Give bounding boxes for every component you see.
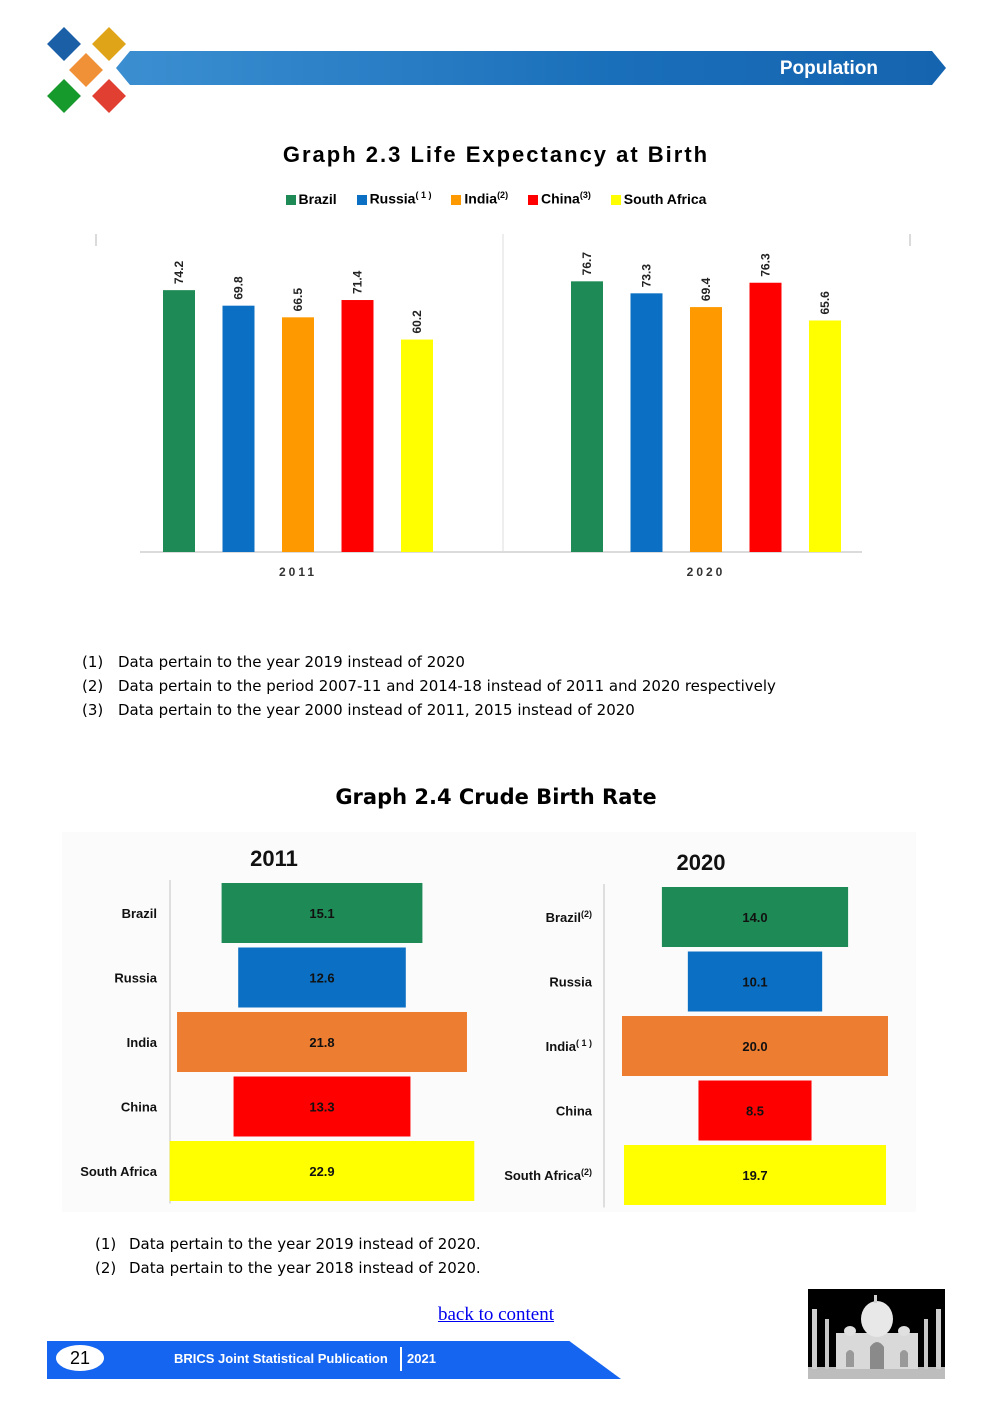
bar-india-2020 bbox=[622, 1016, 888, 1076]
bar-china-2011 bbox=[233, 1076, 411, 1137]
bar-brazil-2020 bbox=[661, 887, 849, 947]
legend-label: Russia bbox=[369, 190, 416, 207]
panel-title: 2020 bbox=[677, 850, 726, 875]
graph-2-3-title: Graph 2.3 Life Expectancy at Birth bbox=[282, 142, 710, 167]
bar-south-africa-2011 bbox=[169, 1141, 475, 1201]
graph-2-4-title: Graph 2.4 Crude Birth Rate bbox=[335, 785, 657, 809]
back-to-content-link[interactable]: back to content bbox=[437, 1304, 555, 1325]
bar-india-2020 bbox=[690, 307, 722, 552]
bar-china-2020 bbox=[749, 282, 782, 552]
bar-brazil-2011 bbox=[163, 290, 195, 552]
note-row: (1) Data pertain to the year 2019 instead… bbox=[95, 1232, 481, 1256]
category-label: China bbox=[556, 1104, 593, 1119]
footer-publication: BRICS Joint Statistical Publication bbox=[174, 1351, 388, 1366]
bar-brazil-2011 bbox=[221, 883, 423, 943]
data-label: 12.6 bbox=[309, 971, 334, 986]
header-bar bbox=[116, 51, 946, 85]
graph-2-3-legend: Brazil Russia( 1 ) India(2) China(3) Sou… bbox=[0, 190, 992, 207]
data-label: 73.3 bbox=[640, 264, 654, 288]
note-row: (2) Data pertain to the period 2007-11 an… bbox=[82, 674, 776, 698]
category-label: South Africa bbox=[80, 1164, 158, 1179]
data-label: 20.0 bbox=[742, 1039, 767, 1054]
graph-2-3-notes: (1) Data pertain to the year 2019 instead… bbox=[82, 650, 776, 722]
bar-south-africa-2011 bbox=[401, 339, 433, 552]
graph-2-4-notes: (1) Data pertain to the year 2019 instead… bbox=[95, 1232, 481, 1280]
legend-sup: ( 1 ) bbox=[415, 190, 432, 200]
data-label: 69.8 bbox=[232, 276, 246, 300]
note-text: Data pertain to the year 2000 instead of… bbox=[118, 701, 635, 719]
legend-label: Brazil bbox=[298, 190, 337, 207]
crude-birth-rate-chart: 2011 15.1 Brazil 12.6 Russia 21.8 India 13.3 Chi… bbox=[80, 846, 888, 1208]
x-tick-label: 2020 bbox=[687, 565, 726, 579]
bar-brazil-2020 bbox=[571, 281, 603, 552]
note-number: (2) bbox=[95, 1259, 117, 1277]
data-label: 65.6 bbox=[818, 291, 832, 315]
note-text: Data pertain to the period 2007-11 and 2… bbox=[118, 677, 776, 695]
data-label: 13.3 bbox=[309, 1100, 334, 1115]
bar-russia-2011 bbox=[222, 305, 255, 552]
legend-sup: (2) bbox=[497, 190, 509, 200]
legend-label: India bbox=[464, 190, 498, 207]
panel-title: 2011 bbox=[250, 846, 298, 871]
legend-item-russia: Russia( 1 ) bbox=[356, 190, 432, 207]
note-row: (1) Data pertain to the year 2019 instead… bbox=[82, 650, 776, 674]
category-label: China bbox=[121, 1100, 158, 1115]
category-label: South Africa(2) bbox=[504, 1167, 592, 1183]
legend-label: China bbox=[540, 190, 580, 207]
data-label: 22.9 bbox=[309, 1164, 334, 1179]
data-label: 15.1 bbox=[309, 906, 334, 921]
legend-swatch bbox=[285, 194, 296, 205]
note-text: Data pertain to the year 2019 instead of… bbox=[129, 1235, 481, 1253]
legend-item-india: India(2) bbox=[451, 190, 508, 207]
data-label: 8.5 bbox=[746, 1104, 764, 1119]
data-label: 69.4 bbox=[699, 277, 713, 301]
note-number: (3) bbox=[82, 701, 104, 719]
data-label: 60.2 bbox=[410, 310, 424, 334]
data-label: 76.7 bbox=[580, 252, 594, 276]
note-row: (3) Data pertain to the year 2000 instead… bbox=[82, 698, 776, 722]
note-number: (2) bbox=[82, 677, 104, 695]
taj-mahal-image bbox=[808, 1289, 945, 1379]
category-label: Brazil(2) bbox=[546, 909, 592, 925]
bar-china-2020 bbox=[698, 1080, 812, 1141]
life-expectancy-chart: 74.2 69.8 66.5 71.4 60.2 2011 76.7 73.3 69.4 76.3… bbox=[95, 234, 911, 579]
bar-india-2011 bbox=[282, 317, 314, 552]
legend-item-china: China(3) bbox=[527, 190, 591, 207]
note-number: (1) bbox=[82, 653, 104, 671]
data-label: 74.2 bbox=[172, 260, 186, 284]
bar-china-2011 bbox=[341, 300, 374, 552]
category-label: Russia bbox=[549, 975, 592, 990]
data-label: 10.1 bbox=[742, 975, 767, 990]
data-label: 66.5 bbox=[291, 288, 305, 312]
footer-divider bbox=[400, 1347, 402, 1371]
page-number: 21 bbox=[56, 1345, 104, 1371]
category-label: India bbox=[127, 1035, 158, 1050]
legend-sup: (3) bbox=[579, 190, 591, 200]
data-label: 71.4 bbox=[351, 270, 365, 294]
legend-item-south-africa: South Africa bbox=[610, 190, 707, 207]
bar-india-2011 bbox=[177, 1012, 467, 1072]
data-label: 19.7 bbox=[742, 1168, 767, 1183]
note-text: Data pertain to the year 2018 instead of… bbox=[129, 1259, 481, 1277]
bar-russia-2020 bbox=[687, 951, 823, 1012]
footer-bar bbox=[47, 1341, 621, 1379]
bar-south-africa-2020 bbox=[623, 1145, 887, 1205]
x-tick-label: 2011 bbox=[279, 565, 317, 579]
bar-russia-2020 bbox=[630, 293, 663, 552]
data-label: 14.0 bbox=[742, 910, 767, 925]
data-label: 21.8 bbox=[309, 1035, 334, 1050]
data-label: 76.3 bbox=[759, 253, 773, 277]
section-title: Population bbox=[779, 58, 878, 79]
legend-label: South Africa bbox=[623, 190, 707, 207]
note-number: (1) bbox=[95, 1235, 117, 1253]
note-row: (2) Data pertain to the year 2018 instead… bbox=[95, 1256, 481, 1280]
footer-year: 2021 bbox=[407, 1351, 436, 1366]
note-text: Data pertain to the year 2019 instead of… bbox=[118, 653, 465, 671]
bar-russia-2011 bbox=[238, 947, 406, 1008]
bar-south-africa-2020 bbox=[809, 320, 841, 552]
category-label: Russia bbox=[114, 971, 157, 986]
legend-item-brazil: Brazil bbox=[285, 190, 337, 207]
category-label: Brazil bbox=[122, 906, 157, 921]
